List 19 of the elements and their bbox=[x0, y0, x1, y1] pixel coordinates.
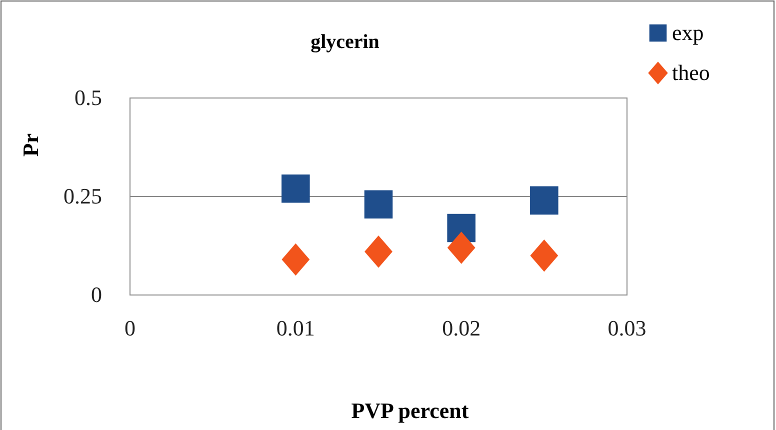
y-tick-label: 0.5 bbox=[74, 85, 102, 110]
legend-label: theo bbox=[672, 60, 710, 85]
point bbox=[530, 186, 558, 215]
chart-title: glycerin bbox=[310, 31, 380, 53]
x-axis-title: PVP percent bbox=[351, 398, 470, 423]
y-tick-label: 0 bbox=[91, 282, 102, 308]
y-axis-title: Pr bbox=[18, 133, 43, 157]
x-tick-label: 0.01 bbox=[276, 316, 315, 341]
y-tick-label: 0.25 bbox=[64, 184, 102, 209]
point bbox=[447, 232, 476, 264]
point bbox=[530, 239, 558, 272]
x-tick-label: 0.03 bbox=[608, 316, 646, 341]
point bbox=[364, 236, 392, 268]
point bbox=[364, 190, 393, 219]
legend-label: exp bbox=[672, 20, 704, 45]
point bbox=[282, 174, 310, 203]
x-tick-label: 0.02 bbox=[442, 316, 481, 341]
point bbox=[282, 243, 310, 276]
x-tick-label: 0 bbox=[124, 316, 136, 341]
